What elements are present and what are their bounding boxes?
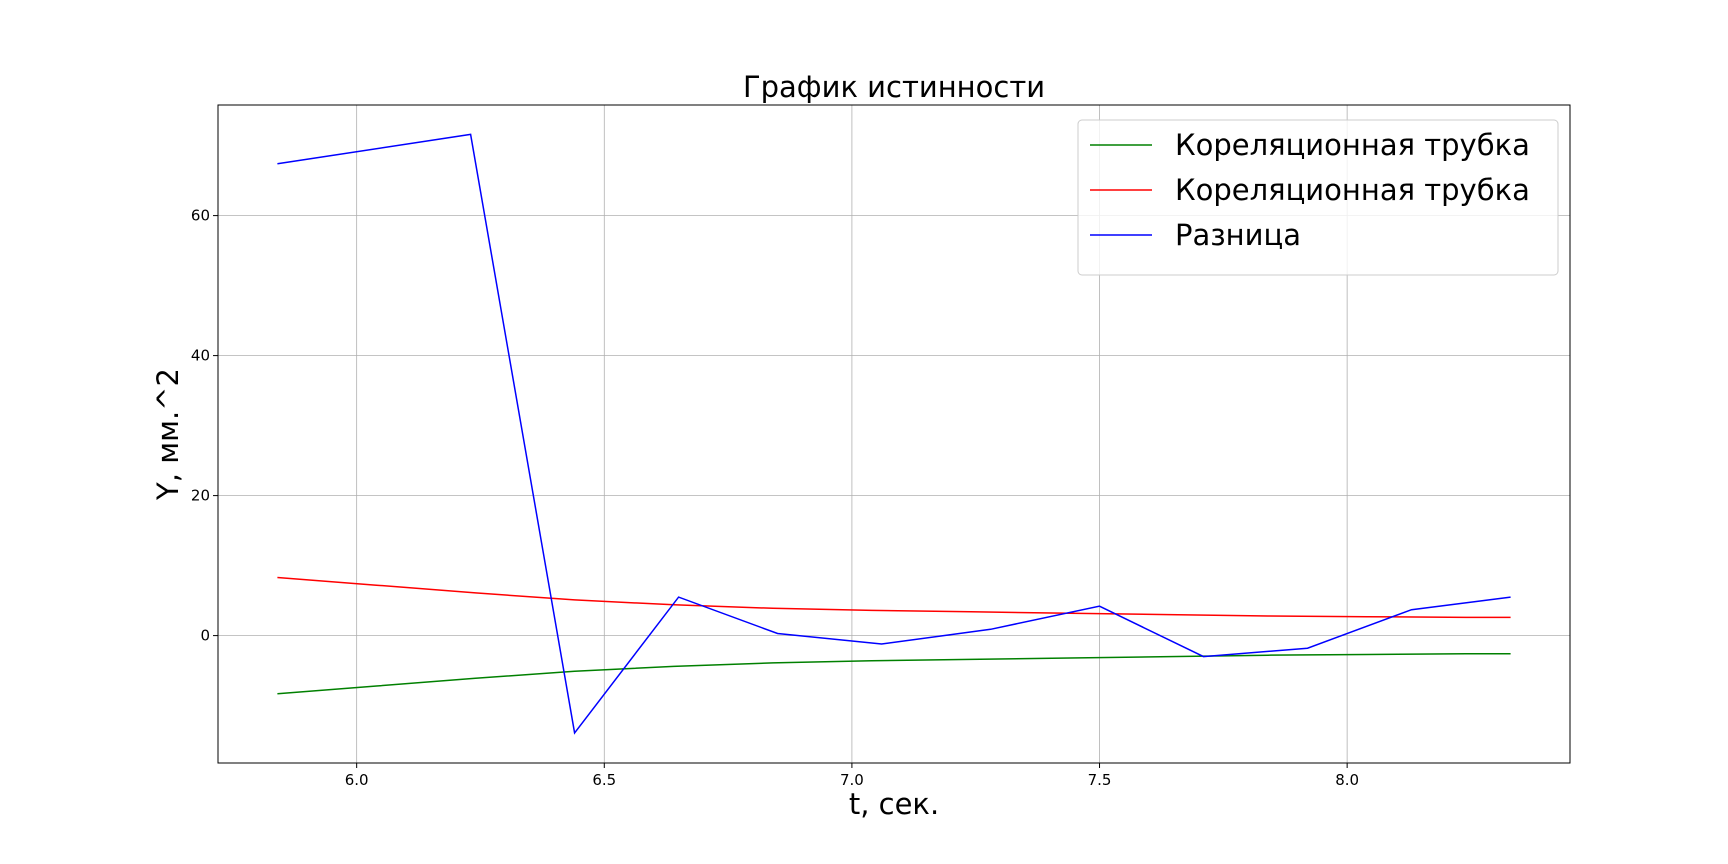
series-lines bbox=[277, 133, 1511, 735]
y-axis-ticks: 0 20 40 60 bbox=[191, 207, 218, 645]
y-tick-label: 20 bbox=[191, 487, 210, 505]
x-tick-label: 7.0 bbox=[840, 771, 864, 789]
legend-box bbox=[1077, 119, 1559, 276]
y-axis-label: Y, мм.^2 bbox=[151, 368, 185, 501]
x-tick-label: 8.0 bbox=[1335, 771, 1359, 789]
x-tick-label: 6.0 bbox=[345, 771, 369, 789]
y-tick-label: 0 bbox=[200, 627, 210, 645]
x-axis-label: t, сек. bbox=[849, 787, 939, 821]
y-tick-label: 40 bbox=[191, 347, 210, 365]
legend-label: Кореляционная трубка bbox=[1175, 173, 1530, 207]
x-tick-label: 6.5 bbox=[592, 771, 616, 789]
series-line-1 bbox=[277, 653, 1511, 695]
legend: Кореляционная трубка Кореляционная трубка… bbox=[1077, 119, 1559, 276]
series-line-3 bbox=[277, 133, 1511, 735]
plot-area-frame bbox=[217, 104, 1571, 764]
series-line-2 bbox=[277, 576, 1511, 619]
x-axis-ticks: 6.0 6.5 7.0 7.5 8.0 bbox=[345, 763, 1359, 789]
legend-label: Кореляционная трубка bbox=[1175, 128, 1530, 162]
y-tick-label: 60 bbox=[191, 207, 210, 225]
x-tick-label: 7.5 bbox=[1088, 771, 1112, 789]
chart-title: График истинности bbox=[743, 70, 1045, 104]
legend-label: Разница bbox=[1175, 218, 1301, 252]
